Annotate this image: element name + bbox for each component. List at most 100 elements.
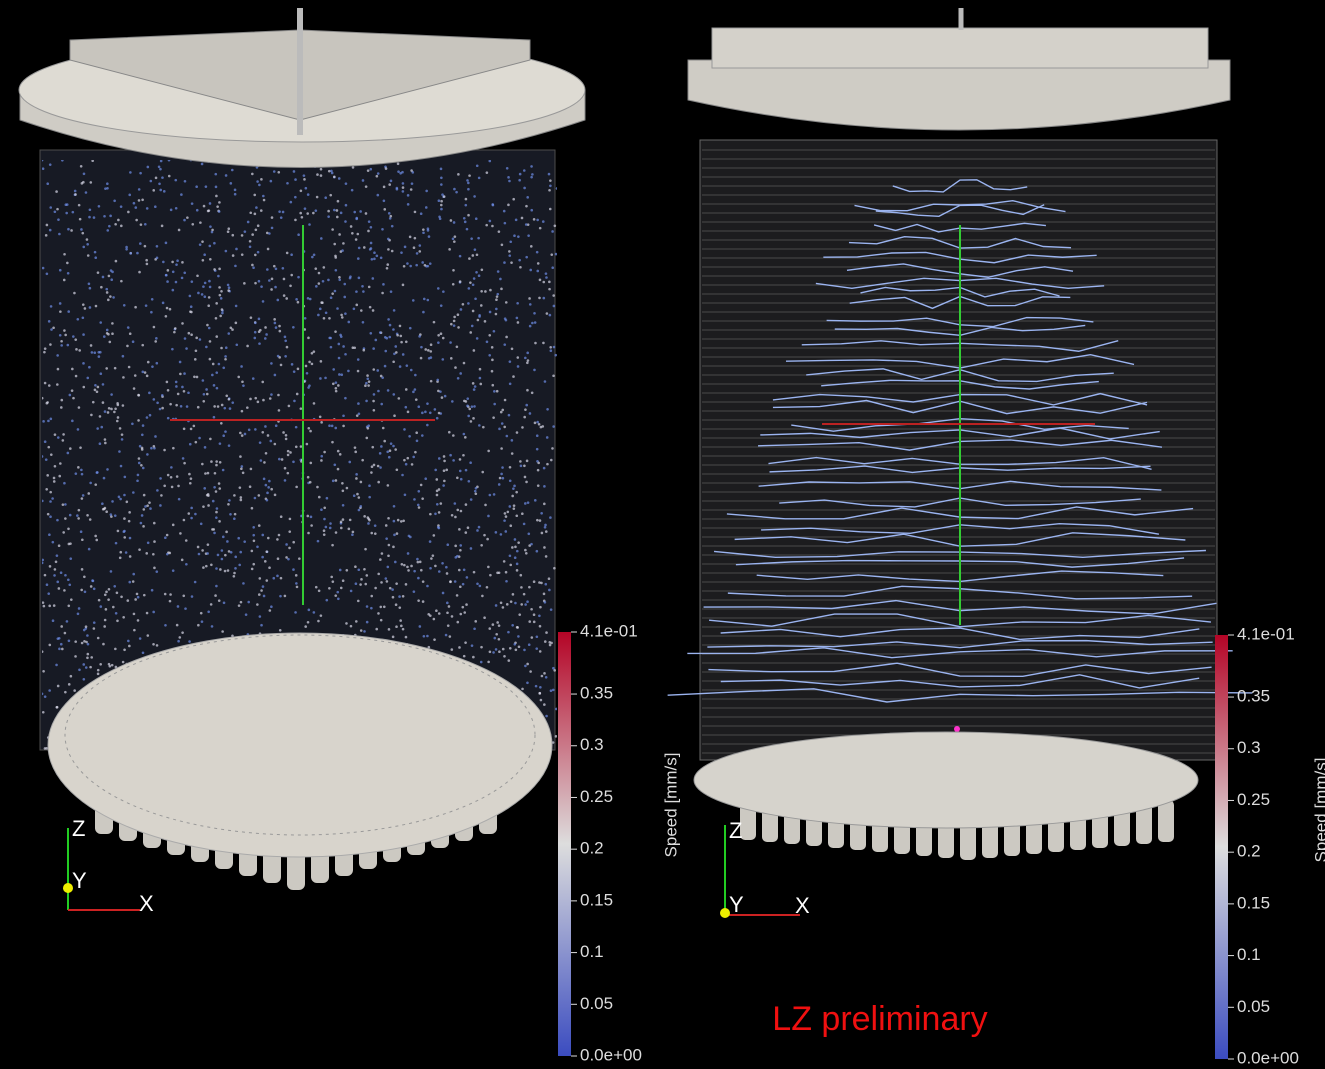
particle	[470, 547, 473, 550]
particle	[458, 528, 461, 531]
particle	[250, 316, 253, 319]
particle	[454, 545, 457, 548]
particle	[422, 228, 425, 231]
particle	[98, 599, 101, 602]
particle	[429, 567, 432, 570]
particle	[383, 440, 386, 443]
particle	[74, 193, 77, 196]
particle	[511, 347, 514, 350]
particle	[323, 529, 326, 532]
particle	[69, 542, 72, 545]
particle	[400, 520, 403, 523]
particle	[240, 601, 243, 604]
particle	[254, 254, 257, 257]
particle	[445, 566, 448, 569]
particle	[463, 400, 466, 403]
particle	[311, 363, 314, 366]
particle	[550, 689, 553, 692]
particle	[519, 173, 522, 176]
particle	[170, 466, 173, 469]
particle	[473, 405, 476, 408]
particle	[189, 295, 192, 298]
particle	[531, 392, 534, 395]
particle	[455, 191, 458, 194]
particle	[443, 195, 446, 198]
particle	[306, 212, 309, 215]
particle	[468, 257, 471, 260]
particle	[410, 565, 413, 568]
particle	[60, 571, 63, 574]
particle	[66, 620, 69, 623]
particle	[115, 612, 118, 615]
particle	[44, 747, 47, 750]
particle	[94, 483, 97, 486]
particle	[267, 537, 270, 540]
particle	[463, 655, 466, 658]
particle	[448, 605, 451, 608]
particle	[185, 563, 188, 566]
particle	[79, 218, 82, 221]
particle	[530, 608, 533, 611]
particle	[513, 507, 516, 510]
particle	[407, 552, 410, 555]
particle	[203, 487, 206, 490]
particle	[202, 505, 205, 508]
particle	[416, 439, 419, 442]
particle	[363, 515, 366, 518]
particle	[505, 319, 508, 322]
particle	[146, 263, 149, 266]
particle	[437, 287, 440, 290]
particle	[409, 327, 412, 330]
particle	[342, 504, 345, 507]
particle	[364, 583, 367, 586]
particle	[277, 557, 280, 560]
particle	[104, 410, 107, 413]
particle	[331, 441, 334, 444]
particle	[377, 390, 380, 393]
particle	[172, 569, 175, 572]
particle	[62, 439, 65, 442]
particle	[42, 167, 45, 170]
particle	[402, 628, 405, 631]
particle	[200, 522, 203, 525]
particle	[329, 194, 332, 197]
particle	[257, 401, 260, 404]
particle	[169, 308, 172, 311]
particle	[500, 447, 503, 450]
particle	[371, 446, 374, 449]
particle	[408, 435, 411, 438]
particle	[215, 490, 218, 493]
particle	[553, 346, 556, 349]
particle	[505, 571, 508, 574]
particle	[502, 477, 505, 480]
particle	[309, 462, 312, 465]
particle	[215, 460, 218, 463]
particle	[362, 179, 365, 182]
particle	[234, 189, 237, 192]
particle	[76, 318, 79, 321]
particle	[438, 488, 441, 491]
particle	[474, 490, 477, 493]
particle	[440, 502, 443, 505]
particle	[218, 487, 221, 490]
particle	[508, 254, 511, 257]
particle	[193, 375, 196, 378]
particle	[511, 452, 514, 455]
particle	[107, 411, 110, 414]
particle	[355, 304, 358, 307]
particle	[533, 613, 536, 616]
particle	[330, 346, 333, 349]
particle	[271, 278, 274, 281]
particle	[545, 631, 548, 634]
particle	[274, 494, 277, 497]
particle	[207, 504, 210, 507]
particle	[254, 497, 257, 500]
particle	[89, 208, 92, 211]
particle	[46, 272, 49, 275]
particle	[548, 288, 551, 291]
particle	[533, 312, 536, 315]
particle	[467, 188, 470, 191]
particle	[445, 634, 448, 637]
particle	[498, 230, 501, 233]
particle	[319, 415, 322, 418]
